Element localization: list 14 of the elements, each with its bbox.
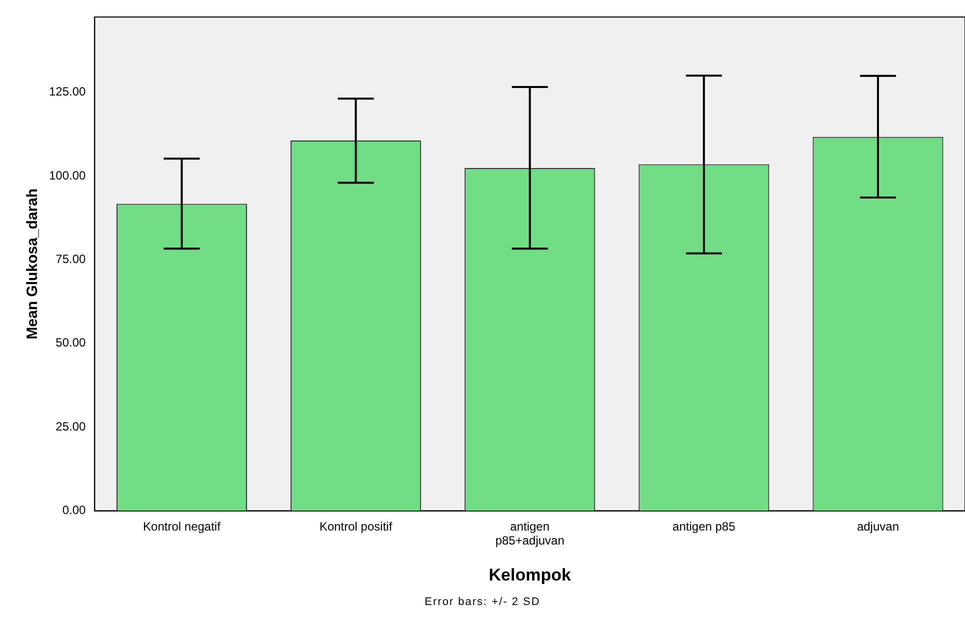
y-tick-label: 50.00 — [56, 336, 86, 350]
x-axis-title: Kelompok — [488, 565, 572, 584]
x-tick-label: adjuvan — [856, 519, 899, 534]
y-tick-label: 125.00 — [49, 84, 86, 99]
x-tick-label: antigen p85+adjuvan — [495, 519, 564, 548]
text: Error bars: +/- 2 SD — [424, 596, 542, 608]
x-tick-label: antigen p85 — [672, 519, 736, 534]
y-tick-label: 75.00 — [56, 252, 86, 266]
x-tick-label: Kontrol negatif — [143, 519, 222, 534]
y-tick-label: 0.00 — [62, 503, 86, 518]
y-tick-label: 100.00 — [49, 168, 86, 182]
y-axis-title: Mean Glukosa_darah — [24, 188, 42, 340]
y-tick-label: 25.00 — [56, 419, 86, 434]
x-tick-label: Kontrol positif — [319, 519, 393, 534]
